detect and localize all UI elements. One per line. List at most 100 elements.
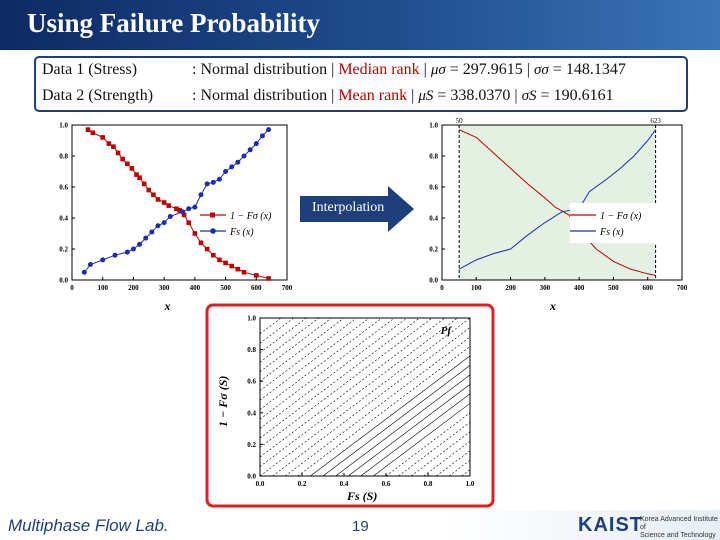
data-point-strength — [259, 133, 265, 139]
legend-label: Fs (x) — [599, 227, 624, 238]
row2-sd-value: = 190.6161 — [536, 87, 614, 104]
data-point-stress — [166, 203, 172, 208]
contour-line — [310, 355, 471, 477]
y-tick-label: 0.8 — [59, 153, 68, 161]
legend-marker — [210, 228, 216, 234]
data-point-stress — [217, 257, 222, 263]
row1-method: Median rank — [338, 61, 420, 78]
contour-line — [448, 459, 471, 477]
data-point-stress — [229, 263, 235, 269]
data-info-box: Data 1 (Stress) : Normal distribution | … — [34, 56, 688, 112]
x-tick-label: 600 — [642, 284, 653, 292]
data-point-strength — [180, 209, 186, 215]
row2-label: Data 2 (Strength) — [42, 87, 154, 104]
y-tick-label: 0.4 — [59, 215, 68, 223]
contour-line — [259, 317, 420, 439]
org-logo: KAIST — [578, 514, 643, 536]
y-tick-label: 0.6 — [429, 184, 438, 192]
data-point-strength — [167, 213, 173, 219]
data-point-strength — [229, 164, 235, 170]
y-tick-label: 0.0 — [247, 473, 256, 481]
x-axis-label: x — [164, 299, 171, 313]
x-tick-label: 200 — [505, 284, 516, 292]
row2-prefix: : Normal distribution | — [192, 87, 339, 104]
data-point-stress — [174, 206, 179, 211]
footer-bar — [0, 510, 720, 540]
data-point-stress — [115, 150, 121, 156]
x-axis-label: Fs (S) — [346, 489, 377, 503]
y-tick-label: 0.2 — [247, 441, 256, 449]
data-point-strength — [100, 257, 106, 263]
row1-sep: | — [419, 61, 431, 78]
contour-line — [285, 336, 471, 477]
row2-desc: : Normal distribution | Mean rank | μS =… — [192, 87, 614, 105]
range-bound-label: 623 — [650, 117, 661, 125]
data-point-strength — [87, 262, 93, 267]
contour-line — [272, 327, 471, 477]
data-point-stress — [186, 220, 192, 225]
plot-frame — [259, 317, 471, 477]
data-point-strength — [130, 246, 136, 252]
data-point-strength — [216, 176, 222, 182]
contour-line — [259, 317, 471, 477]
lab-logo: Multiphase Flow Lab. — [8, 516, 169, 535]
contour-line — [259, 317, 395, 420]
x-axis-label: x — [549, 299, 556, 313]
series-line — [458, 129, 656, 276]
data-point-strength — [155, 223, 161, 229]
x-tick-label: 400 — [190, 284, 201, 292]
title-bar — [0, 0, 720, 50]
chart-raw-data: 0 100 200 300 400 500 600 700 0.0 0.2 0.4 0.6 0.8 1.0… — [59, 122, 293, 314]
data-point-stress — [192, 231, 198, 236]
data-point-stress — [253, 273, 259, 278]
data-point-stress — [120, 156, 125, 162]
contour-line — [259, 317, 458, 467]
arrow-label: Interpolation — [312, 200, 385, 215]
contour-line — [259, 317, 294, 344]
row2-mu-symbol: μS — [418, 88, 434, 104]
data-point-stress — [100, 135, 106, 140]
chart-interpolated: 0 100 200 300 400 500 600 700 0.0 0.2 0.4 0.6 0.8 1.0… — [429, 117, 688, 313]
row1-sd-symbol: σσ — [534, 62, 549, 78]
x-tick-label: 0 — [440, 284, 444, 292]
contour-line — [411, 431, 471, 477]
data-point-strength — [204, 181, 210, 187]
legend-bg — [570, 203, 680, 243]
x-tick-label: 300 — [540, 284, 551, 292]
y-tick-label: 0.6 — [59, 184, 68, 192]
data-point-stress — [235, 266, 241, 272]
contour-line — [322, 365, 471, 477]
data-point-strength — [161, 220, 167, 226]
data-point-stress — [141, 181, 147, 187]
contour-line — [259, 317, 408, 429]
contour-line — [259, 317, 332, 372]
data-point-stress — [161, 200, 167, 205]
x-tick-label: 500 — [608, 284, 619, 292]
y-tick-label: 0.4 — [247, 409, 256, 417]
x-tick-label: 500 — [220, 284, 231, 292]
highlight-frame — [205, 303, 495, 508]
data-point-stress — [155, 197, 161, 202]
x-tick-label: 100 — [97, 284, 108, 292]
y-axis-label: 1 − Fσ (S) — [216, 376, 230, 427]
interpolation-arrow — [300, 186, 414, 232]
pf-annotation: Pf — [441, 325, 453, 337]
row1-mu-symbol: μσ — [430, 62, 446, 78]
data-point-strength — [198, 192, 204, 198]
x-tick-label: 300 — [159, 284, 170, 292]
contour-line — [297, 346, 471, 477]
data-point-stress — [137, 175, 142, 180]
contour-line — [259, 317, 319, 363]
data-point-strength — [247, 147, 253, 153]
y-tick-label: 1.0 — [247, 315, 256, 323]
y-tick-label: 1.0 — [59, 122, 68, 130]
data-point-stress — [85, 127, 91, 132]
data-point-stress — [181, 212, 187, 218]
data-point-strength — [266, 127, 272, 133]
x-tick-label: 0.2 — [298, 480, 307, 488]
contour-line — [259, 317, 345, 382]
contour-line — [259, 317, 307, 353]
x-tick-label: 0 — [70, 284, 74, 292]
row1-mu-value: = 297.9615 | — [445, 61, 534, 78]
plot-frame — [441, 124, 683, 281]
